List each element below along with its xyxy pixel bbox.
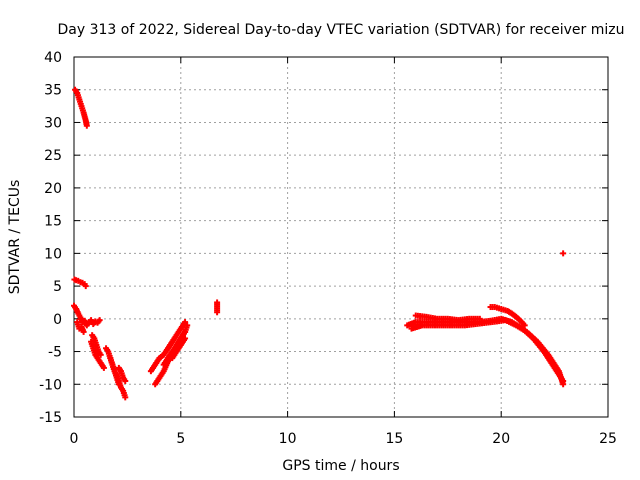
x-tick-label: 5 — [176, 431, 185, 447]
y-tick-label: 25 — [44, 148, 62, 164]
y-tick-label: 5 — [53, 279, 62, 295]
data-point — [80, 328, 87, 335]
gridlines — [74, 57, 608, 417]
y-tick-label: 30 — [44, 115, 62, 131]
y-tick-label: 15 — [44, 214, 62, 230]
y-tick-label: 10 — [44, 246, 62, 262]
data-point — [184, 322, 191, 329]
y-tick-label: -15 — [39, 410, 62, 426]
data-point — [214, 309, 221, 316]
x-tick-label: 15 — [385, 431, 403, 447]
y-tick-labels: -15 -10 -5 0 5 10 15 20 25 30 35 40 — [39, 50, 62, 426]
data-point — [182, 319, 189, 326]
data-point — [560, 250, 567, 257]
y-tick-label: -10 — [39, 377, 62, 393]
data-point — [100, 364, 107, 371]
x-tick-labels: 0 5 10 15 20 25 — [70, 431, 617, 447]
data-point — [122, 394, 129, 401]
axis-ticks — [73, 56, 609, 418]
plot-frame — [73, 56, 609, 418]
data-point — [97, 351, 104, 358]
y-tick-label: -5 — [48, 345, 62, 361]
x-tick-label: 0 — [70, 431, 79, 447]
data-point — [182, 335, 189, 342]
x-tick-label: 20 — [492, 431, 510, 447]
data-point — [96, 317, 103, 324]
data-point — [521, 322, 528, 329]
data-point — [476, 315, 483, 322]
y-tick-label: 0 — [53, 312, 62, 328]
data-points — [71, 86, 567, 401]
data-point — [122, 378, 129, 384]
x-axis-label: GPS time / hours — [282, 458, 399, 474]
x-tick-label: 10 — [279, 431, 297, 447]
x-tick-label: 25 — [599, 431, 617, 447]
y-tick-label: 35 — [44, 83, 62, 99]
y-tick-label: 40 — [44, 50, 62, 66]
chart-title: Day 313 of 2022, Sidereal Day-to-day VTE… — [58, 22, 625, 38]
data-point — [560, 381, 567, 388]
y-axis-label: SDTVAR / TECUs — [7, 180, 23, 295]
data-point — [82, 283, 89, 290]
y-tick-label: 20 — [44, 181, 62, 197]
data-point — [83, 122, 90, 129]
